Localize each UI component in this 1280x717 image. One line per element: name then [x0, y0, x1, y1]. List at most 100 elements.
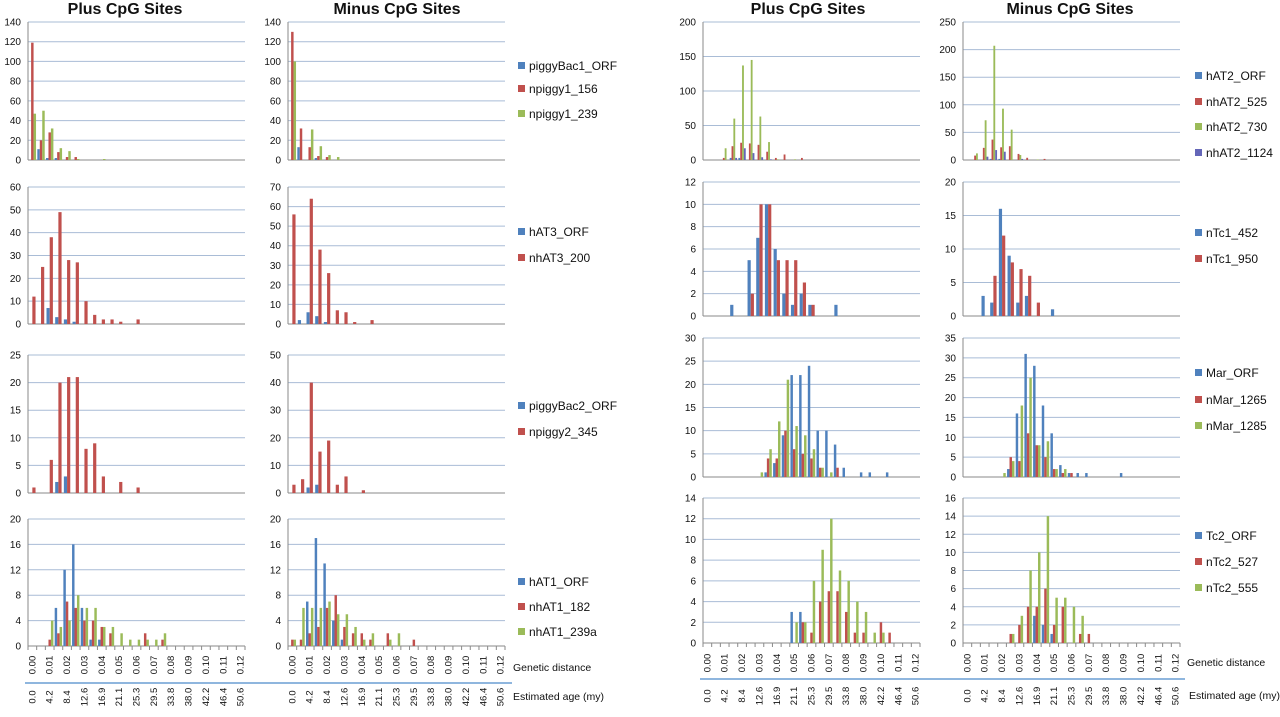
y-tick-label: 40 [270, 116, 282, 127]
title-right-plus: Plus CpG Sites [751, 1, 866, 18]
bar-npiggy1_156-bin-0 [31, 42, 34, 161]
bar-hAT1_ORF-bin-7 [89, 639, 92, 646]
bar-nhAT3_200-bin-3 [318, 249, 322, 324]
x-tick-label-genetic: 0.07 [149, 656, 160, 675]
x-tick-label-genetic: 0.00 [962, 654, 973, 673]
bar-nhAT2_1124-bin-6 [761, 157, 764, 160]
bar-nhAT1_239a-bin-4 [328, 601, 331, 646]
y-tick-label: 100 [939, 100, 956, 111]
bar-hAT3_ORF-bin-1 [297, 320, 302, 324]
bar-nhAT2_525-bin-8 [774, 157, 777, 160]
bar-piggyBac2_ORF-bin-4 [63, 476, 68, 493]
y-tick-label: 8 [950, 566, 956, 577]
x-tick-label-genetic: 0.02 [737, 654, 748, 673]
bar-nhAT3_200-bin-4 [327, 273, 331, 324]
x-tick-label-age: 33.8 [1101, 687, 1112, 706]
x-tick-label-genetic: 0.03 [754, 654, 765, 673]
x-tick-label-age: 8.4 [737, 689, 748, 702]
bar-Mar_ORF-bin-10 [1050, 433, 1053, 477]
bar-Mar_ORF-bin-10 [790, 375, 793, 477]
x-tick-label-age: 29.5 [149, 688, 160, 707]
bar-nhAT1_182-bin-15 [161, 639, 164, 646]
x-tick-label-age: 38.0 [1119, 687, 1130, 706]
bar-nTc2_527-bin-16 [844, 611, 848, 643]
x-tick-label-age: 42.2 [876, 687, 887, 706]
bar-nTc2_527-bin-15 [836, 591, 839, 643]
bar-nTc1_452-bin-10 [1050, 309, 1055, 316]
right-genetic-distance-label: Genetic distance [1187, 657, 1265, 669]
y-tick-label: 15 [10, 406, 22, 417]
bar-npiggy1_239-bin-2 [310, 129, 314, 160]
bar-hAT2_ORF-bin-3 [729, 157, 732, 160]
x-tick-label-genetic: 0.09 [184, 656, 195, 675]
bar-Mar_ORF-bin-18 [1119, 473, 1123, 477]
bar-Mar_ORF-bin-16 [842, 467, 845, 477]
x-tick-label-genetic: 0.05 [374, 656, 385, 675]
bar-nhAT2_730-bin-7 [768, 142, 770, 160]
bar-nhAT2_1124-bin-2 [986, 156, 989, 160]
x-tick-label-age: 25.3 [392, 688, 403, 707]
y-tick-label: 10 [685, 200, 697, 211]
legend-label: nTc1_950 [1206, 252, 1258, 266]
y-tick-label: 20 [945, 393, 957, 404]
x-tick-label-age: 33.8 [841, 687, 852, 706]
y-tick-label: 0 [690, 312, 696, 323]
bar-npiggy1_239-bin-0 [33, 113, 37, 160]
title-left-minus: Minus CpG Sites [333, 1, 460, 18]
x-tick-label-age: 29.5 [824, 687, 835, 706]
x-tick-label-genetic: 0.02 [997, 654, 1008, 673]
x-tick-label-genetic: 0.04 [357, 656, 368, 675]
bar-nhAT1_182-bin-6 [343, 626, 346, 646]
x-tick-label-age: 46.4 [478, 688, 489, 707]
bar-nMar_1265-bin-15 [836, 467, 839, 477]
legend-label: Mar_ORF [1206, 366, 1259, 380]
bar-nhAT1_182-bin-4 [325, 607, 329, 646]
x-tick-label-genetic: 0.00 [702, 654, 713, 673]
chart-1-plus: 0 10 20 30 40 50 60 [10, 183, 245, 331]
legend-swatch [1195, 558, 1202, 565]
bar-hAT3_ORF-bin-2 [306, 312, 310, 324]
y-tick-label: 0 [690, 156, 696, 167]
y-tick-label: 20 [10, 378, 22, 389]
bar-npiggy1_156-bin-4 [65, 157, 69, 160]
bar-nhAT2_525-bin-5 [748, 143, 751, 160]
y-tick-label: 5 [950, 278, 956, 289]
chart-6-plus: 0 5 10 15 20 25 30 [685, 334, 920, 484]
bar-hAT1_ORF-bin-6 [340, 639, 344, 646]
bar-nhAT2_730-bin-5 [1010, 129, 1013, 160]
bar-nTc2_555-bin-13 [821, 549, 824, 643]
bar-nhAT2_525-bin-4 [1000, 147, 1003, 160]
bar-nTc2_527-bin-13 [1078, 633, 1082, 643]
chart-6-minus: 0 5 10 15 20 25 30 35 [945, 334, 1180, 484]
y-tick-label: 100 [679, 87, 696, 98]
y-tick-label: 50 [270, 351, 282, 362]
bar-hAT1_ORF-bin-6 [80, 607, 84, 646]
bar-nMar_1285-bin-7 [769, 449, 772, 477]
bar-hAT1_ORF-bin-3 [54, 607, 58, 646]
y-tick-label: 10 [685, 535, 697, 546]
bar-nhAT2_1124-bin-3 [735, 157, 738, 160]
y-tick-label: 2 [690, 289, 696, 300]
bar-Tc2_ORF-bin-10 [1050, 633, 1053, 643]
bar-Mar_ORF-bin-8 [1033, 365, 1036, 477]
bar-nhAT3_200-bin-4 [67, 260, 71, 324]
bar-nhAT2_525-bin-2 [982, 147, 985, 160]
x-tick-label-age: 21.1 [114, 688, 125, 707]
y-tick-label: 10 [10, 297, 22, 308]
bar-nTc1_452-bin-3 [990, 302, 994, 316]
x-tick-label-age: 38.0 [184, 688, 195, 707]
y-tick-label: 0 [950, 639, 956, 650]
bar-Tc2_ORF-bin-9 [1041, 624, 1045, 644]
x-tick-label-age: 21.1 [789, 687, 800, 706]
x-tick-label-age: 42.2 [461, 688, 472, 707]
x-tick-label-genetic: 0.10 [876, 654, 887, 673]
bar-nhAT3_200-bin-7 [93, 314, 97, 324]
chart-0-minus: 0 20 40 60 80 100 120 140 [264, 18, 505, 167]
bar-nTc1_452-bin-8 [773, 249, 777, 316]
legend-swatch [1195, 396, 1202, 403]
bar-nMar_1285-bin-13 [821, 467, 824, 477]
y-tick-label: 70 [270, 183, 282, 194]
bar-nhAT1_239a-bin-2 [50, 620, 54, 646]
bar-nhAT1_239a-bin-8 [103, 626, 106, 646]
y-tick-label: 50 [10, 205, 22, 216]
